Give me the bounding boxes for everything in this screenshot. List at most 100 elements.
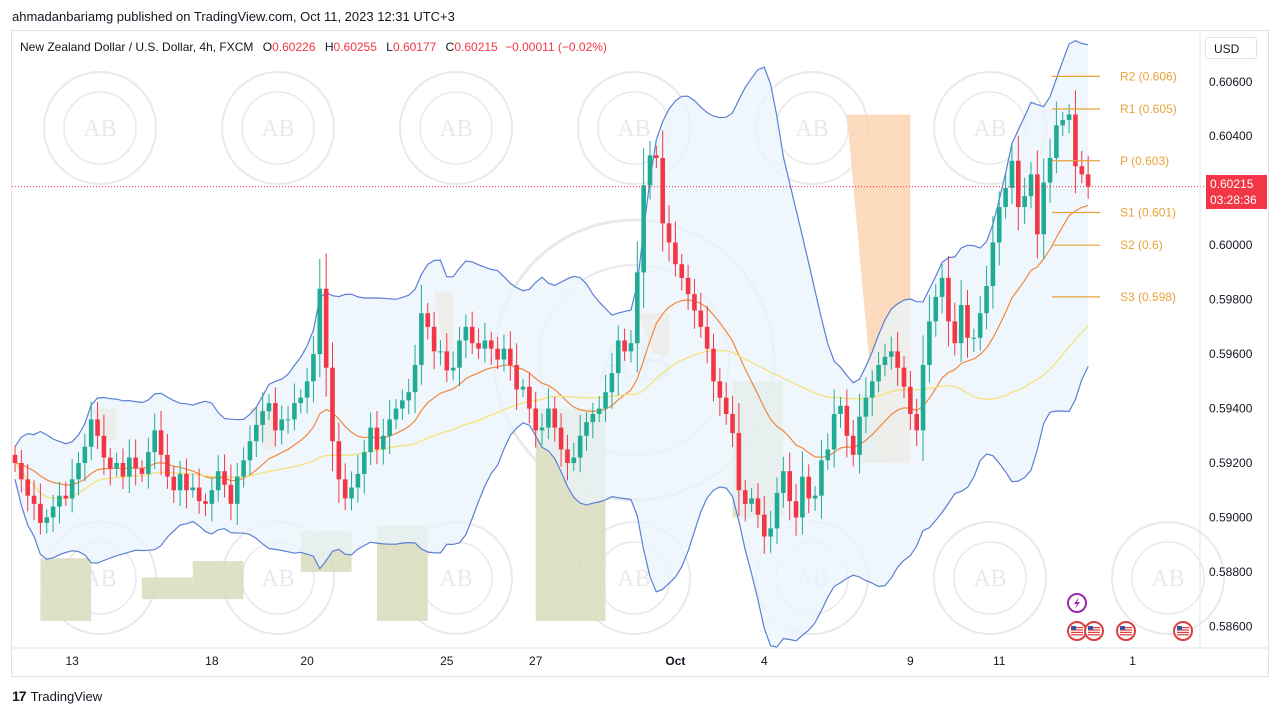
candle-body: [673, 242, 678, 265]
candle-body: [1035, 174, 1040, 235]
candle: [571, 442, 577, 472]
candle-body: [749, 498, 754, 504]
bollinger-lower-line: [14, 366, 1089, 648]
candle-body: [882, 356, 888, 365]
tradingview-logo[interactable]: 17 TradingView: [12, 688, 102, 704]
candle-body: [520, 386, 526, 390]
watermark-seal-ring: [399, 71, 513, 185]
candle: [336, 422, 342, 504]
candle: [723, 382, 729, 425]
candle: [1009, 142, 1015, 205]
y-tick-label: 0.60000: [1209, 238, 1253, 252]
candle-body: [920, 364, 926, 431]
candle: [292, 383, 297, 431]
candle: [704, 305, 710, 364]
flag-canton: [1088, 626, 1093, 630]
candle: [254, 407, 259, 458]
candle-body: [812, 495, 818, 499]
candle-body: [209, 490, 215, 504]
candle-body: [412, 364, 418, 393]
flag-stripe: [1177, 627, 1189, 629]
candle-body: [1085, 174, 1091, 187]
candle: [101, 414, 107, 475]
candle-body: [641, 185, 646, 273]
candle: [939, 264, 945, 314]
candle-body: [1009, 160, 1015, 188]
candle: [685, 264, 691, 310]
candle-body: [234, 476, 240, 504]
candle-body: [1054, 125, 1059, 159]
candle-body: [514, 364, 519, 390]
candle: [311, 336, 316, 403]
candle: [971, 328, 977, 352]
candle: [781, 456, 786, 508]
candle: [76, 452, 81, 496]
candle-body: [609, 373, 615, 393]
candle-body: [196, 487, 202, 502]
candle-body: [996, 207, 1002, 243]
candle-body: [590, 413, 596, 423]
watermark-seal-inner: [1131, 541, 1205, 615]
candle-body: [552, 408, 558, 428]
candle-body: [342, 479, 348, 499]
pivot-level-label: S3 (0.598): [1120, 290, 1176, 304]
candle: [57, 481, 62, 524]
flag-stripe: [1120, 631, 1132, 633]
candle-body: [69, 479, 75, 499]
candle-body: [1041, 182, 1046, 235]
candle-body: [958, 305, 964, 344]
candle-body: [482, 340, 488, 349]
candle-body: [863, 397, 869, 417]
candle: [152, 413, 157, 470]
candle-body: [717, 381, 723, 398]
publisher-line: ahmadanbariamg published on TradingView.…: [12, 9, 455, 24]
candle-body: [723, 397, 729, 414]
candle-body: [781, 471, 786, 493]
bollinger-upper-line: [14, 40, 1089, 448]
candle-body: [533, 408, 538, 431]
candle: [12, 445, 18, 472]
candle-body: [279, 419, 284, 431]
candle: [647, 141, 653, 200]
candle-body: [50, 506, 56, 518]
candle-body: [444, 351, 450, 371]
candle-body: [603, 392, 608, 409]
candle: [831, 389, 837, 468]
candle-body: [152, 430, 157, 453]
candle: [736, 403, 742, 517]
chart-legend: New Zealand Dollar / U.S. Dollar, 4h, FX…: [20, 40, 607, 54]
candle-body: [19, 463, 24, 480]
candle-body: [685, 277, 691, 295]
candle: [304, 368, 310, 414]
candle-body: [571, 457, 577, 464]
candle-body: [228, 484, 234, 504]
watermark-text: AB: [83, 116, 116, 142]
legend-open: 0.60226: [272, 40, 316, 54]
candle: [812, 486, 818, 511]
candle: [889, 336, 894, 370]
candle: [908, 370, 913, 431]
candle: [476, 328, 481, 360]
currency-button[interactable]: USD: [1205, 37, 1257, 59]
candle-body: [660, 158, 665, 224]
candle: [247, 425, 253, 475]
candle-body: [628, 343, 634, 352]
watermark-text: AB: [973, 116, 1006, 142]
candle-body: [292, 403, 297, 420]
candle: [393, 399, 399, 429]
candle: [19, 449, 24, 493]
candle-body: [755, 498, 761, 515]
candle-body: [114, 463, 119, 469]
pivot-level-label: S1 (0.601): [1120, 205, 1176, 219]
flag-stripe: [1088, 627, 1100, 629]
candle: [107, 448, 113, 486]
candle-body: [120, 463, 126, 477]
candle: [165, 433, 170, 489]
candle-body: [222, 471, 227, 485]
candle: [641, 147, 646, 309]
candle: [793, 483, 799, 536]
candle: [95, 402, 100, 450]
us-flag-event-icon: [1116, 621, 1136, 641]
candle-body: [565, 449, 570, 464]
